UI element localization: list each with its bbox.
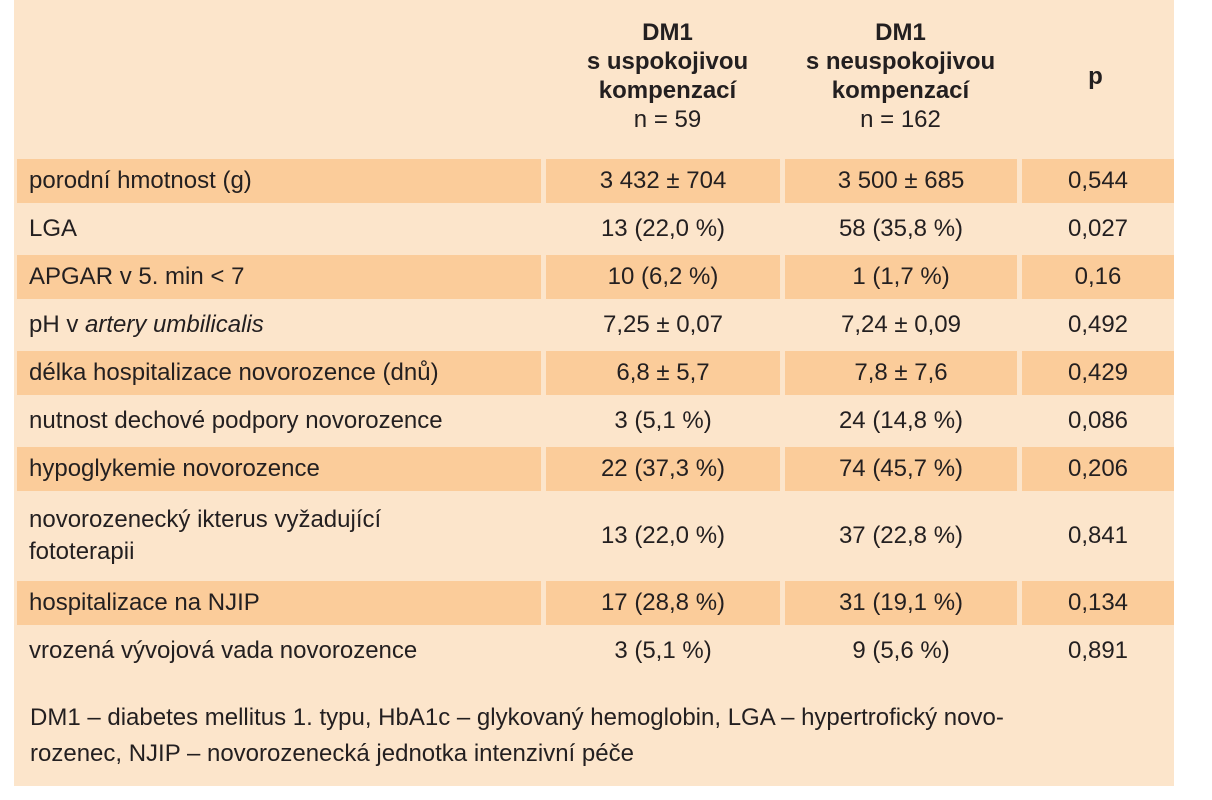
row-label: LGA [29,215,78,242]
table-header: DM1 s uspokojivou kompenzací n = 59 DM1 … [14,0,1174,152]
row-p-value: 0,544 [1022,159,1174,203]
row-p-value: 0,206 [1022,447,1174,491]
header-col-unsatisfactory-n: n = 162 [860,106,941,133]
row-label: délka hospitalizace novorozence (dnů) [17,351,541,395]
header-col-satisfactory: DM1 s uspokojivou kompenzací n = 59 [551,0,784,152]
row-label: nutnost dechové podpory novorozence [29,407,443,434]
row-label-line1: novorozenecký ikterus vyžadující [29,506,382,533]
row-label: vrozená vývojová vada novorozence [29,637,418,664]
table-row: pH v artery umbilicalis 7,25 ± 0,07 7,24… [14,301,1174,349]
header-col-unsatisfactory-line2: s neuspokojivou [805,48,996,75]
header-col-p-title: p [1088,62,1103,90]
header-col-satisfactory-title: DM1 [642,19,693,46]
row-value-unsatisfactory: 31 (19,1 %) [785,581,1017,625]
row-p-value: 0,086 [1067,407,1129,434]
footnote-line2: rozenec, NJIP – novorozenecká jednotka i… [30,740,634,767]
row-label-line2: fototerapii [29,538,135,565]
table-row: délka hospitalizace novorozence (dnů) 6,… [14,349,1174,397]
header-col-unsatisfactory-title: DM1 [875,19,926,46]
header-col-satisfactory-line2: s uspokojivou [586,48,749,75]
row-label: porodní hmotnost (g) [17,159,541,203]
row-value-unsatisfactory: 58 (35,8 %) [838,215,964,242]
table-row: novorozenecký ikterus vyžadující fototer… [14,493,1174,579]
row-label: hypoglykemie novorozence [17,447,541,491]
row-label-prefix: pH v [29,311,86,338]
row-value-unsatisfactory: 3 500 ± 685 [785,159,1017,203]
table-row: vrozená vývojová vada novorozence 3 (5,1… [14,627,1174,675]
row-value-satisfactory: 6,8 ± 5,7 [546,351,780,395]
row-p-value: 0,027 [1067,215,1129,242]
row-value-satisfactory: 10 (6,2 %) [546,255,780,299]
table-panel: DM1 s uspokojivou kompenzací n = 59 DM1 … [14,0,1174,786]
table-row: hypoglykemie novorozence 22 (37,3 %) 74 … [14,445,1174,493]
header-col-p: p [1017,0,1174,152]
row-value-unsatisfactory: 7,24 ± 0,09 [841,311,961,338]
row-p-value: 0,429 [1022,351,1174,395]
header-col-satisfactory-n: n = 59 [633,106,702,133]
row-label: hospitalizace na NJIP [17,581,541,625]
row-value-unsatisfactory: 74 (45,7 %) [785,447,1017,491]
row-value-satisfactory: 3 (5,1 %) [614,407,712,434]
row-value-unsatisfactory: 24 (14,8 %) [838,407,964,434]
table-row: LGA 13 (22,0 %) 58 (35,8 %) 0,027 [14,205,1174,253]
row-value-satisfactory: 7,25 ± 0,07 [603,311,723,338]
row-label: novorozenecký ikterus vyžadující fototer… [17,495,541,577]
table-row: APGAR v 5. min < 7 10 (6,2 %) 1 (1,7 %) … [14,253,1174,301]
header-col-unsatisfactory-line3: kompenzací [831,77,970,104]
footnote-line1: DM1 – diabetes mellitus 1. typu, HbA1c –… [30,704,1004,731]
row-label-italic: artery umbilicalis [85,311,264,338]
table-row: nutnost dechové podpory novorozence 3 (5… [14,397,1174,445]
row-value-satisfactory: 22 (37,3 %) [546,447,780,491]
table-footnote: DM1 – diabetes mellitus 1. typu, HbA1c –… [30,700,1165,772]
row-value-unsatisfactory: 7,8 ± 7,6 [785,351,1017,395]
table-row: hospitalizace na NJIP 17 (28,8 %) 31 (19… [14,579,1174,627]
row-value-satisfactory: 13 (22,0 %) [600,522,726,549]
header-col-unsatisfactory: DM1 s neuspokojivou kompenzací n = 162 [784,0,1017,152]
row-p-value: 0,16 [1022,255,1174,299]
row-value-satisfactory: 3 432 ± 704 [546,159,780,203]
row-value-unsatisfactory: 37 (22,8 %) [838,522,964,549]
row-value-unsatisfactory: 9 (5,6 %) [852,637,950,664]
header-col-satisfactory-line3: kompenzací [598,77,737,104]
row-p-value: 0,134 [1022,581,1174,625]
row-value-satisfactory: 13 (22,0 %) [600,215,726,242]
row-p-value: 0,492 [1067,311,1129,338]
table-row: porodní hmotnost (g) 3 432 ± 704 3 500 ±… [14,157,1174,205]
row-label: pH v artery umbilicalis [17,303,541,347]
row-p-value: 0,841 [1067,522,1129,549]
row-label: APGAR v 5. min < 7 [17,255,541,299]
row-value-satisfactory: 17 (28,8 %) [546,581,780,625]
row-p-value: 0,891 [1067,637,1129,664]
row-value-satisfactory: 3 (5,1 %) [614,637,712,664]
row-value-unsatisfactory: 1 (1,7 %) [785,255,1017,299]
